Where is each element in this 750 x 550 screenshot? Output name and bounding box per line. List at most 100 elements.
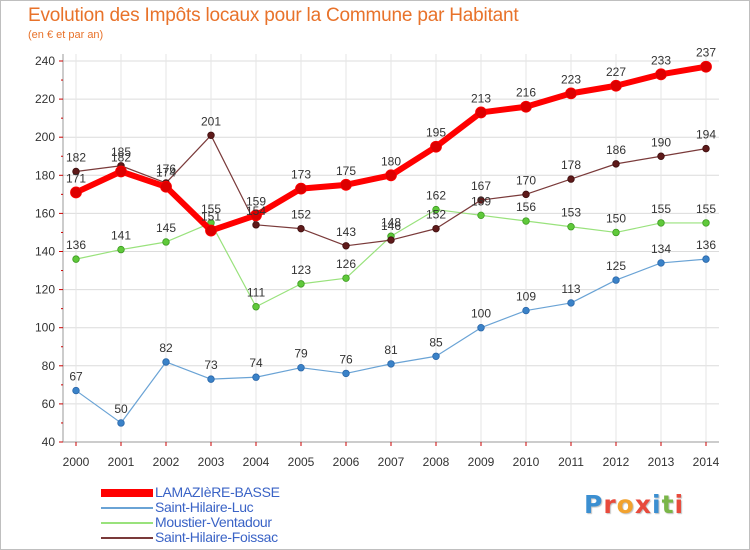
data-point — [610, 79, 622, 92]
data-label: 154 — [246, 204, 266, 218]
data-label: 171 — [66, 171, 86, 185]
data-point — [477, 211, 485, 220]
logo-letter: i — [652, 490, 662, 519]
legend-label: Moustier-Ventadour — [155, 514, 272, 530]
data-label: 159 — [246, 194, 266, 208]
data-point — [342, 242, 350, 250]
data-point — [342, 369, 350, 378]
data-point — [297, 224, 305, 233]
data-label: 185 — [111, 145, 131, 159]
data-point — [162, 238, 170, 246]
data-label: 100 — [471, 307, 491, 321]
data-point — [387, 360, 395, 368]
data-label: 148 — [381, 215, 401, 229]
data-point — [72, 386, 80, 395]
legend-label: Saint-Hilaire-Foissac — [155, 529, 278, 545]
data-point — [655, 68, 667, 81]
logo-letter: t — [661, 490, 675, 519]
data-label: 156 — [516, 200, 536, 214]
x-tick-label: 2005 — [288, 455, 315, 469]
data-point — [252, 221, 260, 229]
data-point — [72, 255, 80, 263]
data-label: 151 — [201, 210, 221, 224]
data-point — [252, 303, 260, 311]
data-labels-layer: 67 50 82 73 74 79 76 81 85 100 109 113 125 134 136 136 1… — [66, 46, 716, 416]
data-label: 79 — [294, 347, 308, 361]
data-point — [522, 190, 530, 199]
data-label: 195 — [426, 126, 446, 140]
data-label: 223 — [561, 72, 581, 86]
data-point — [340, 178, 352, 191]
data-point — [567, 175, 575, 183]
x-tick-label: 2011 — [558, 455, 584, 469]
legend-swatch — [101, 537, 153, 539]
data-point — [520, 100, 532, 113]
y-tick-label: 140 — [35, 245, 55, 259]
y-tick-label: 160 — [35, 206, 55, 220]
x-tick-label: 2003 — [198, 455, 225, 469]
data-label: 186 — [606, 143, 626, 157]
chart-title: Evolution des Impôts locaux pour la Comm… — [28, 5, 519, 26]
data-label: 173 — [291, 168, 311, 182]
data-point — [702, 255, 710, 263]
data-point — [567, 299, 575, 307]
data-point — [522, 217, 530, 225]
data-point — [567, 223, 575, 231]
legend-label: Saint-Hilaire-Luc — [155, 499, 254, 515]
data-label: 175 — [336, 164, 356, 178]
data-label: 111 — [247, 286, 266, 300]
logo-letter: i — [674, 490, 685, 519]
data-label: 174 — [156, 166, 176, 180]
data-label: 233 — [651, 53, 671, 67]
axes — [59, 54, 719, 446]
data-point — [250, 209, 262, 222]
data-label: 201 — [201, 114, 221, 128]
logo-letter: r — [603, 490, 617, 519]
chart-subtitle: (en € et par an) — [28, 29, 104, 41]
data-label: 134 — [651, 242, 671, 256]
data-label: 178 — [561, 158, 581, 172]
data-point — [430, 140, 442, 153]
data-point — [702, 219, 710, 227]
data-label: 176 — [156, 162, 176, 176]
series-layer — [70, 60, 712, 427]
data-label: 82 — [159, 341, 173, 355]
y-tick-label: 200 — [35, 130, 55, 144]
data-point — [612, 228, 620, 237]
grid-lines — [63, 54, 719, 442]
data-point — [432, 224, 440, 233]
x-tick-label: 2010 — [513, 455, 540, 469]
data-point — [387, 236, 395, 244]
data-label: 155 — [651, 202, 671, 216]
data-label: 76 — [339, 352, 353, 366]
data-label: 170 — [516, 173, 536, 187]
data-label: 213 — [471, 91, 491, 105]
data-point — [657, 259, 665, 267]
x-tick-label: 2012 — [603, 455, 630, 469]
data-point — [702, 144, 710, 153]
data-label: 162 — [426, 189, 446, 203]
data-point — [700, 60, 712, 73]
data-label: 216 — [516, 86, 536, 100]
proxiti-logo: Proxiti — [584, 490, 684, 519]
data-label: 153 — [561, 206, 581, 220]
data-point — [432, 205, 440, 214]
data-label: 81 — [384, 343, 398, 357]
y-tick-label: 220 — [35, 92, 55, 106]
data-point — [565, 87, 577, 100]
data-point — [657, 152, 665, 160]
data-label: 155 — [201, 202, 221, 216]
y-tick-label: 80 — [42, 359, 56, 373]
data-label: 136 — [696, 238, 716, 252]
y-tick-label: 180 — [35, 168, 55, 182]
data-point — [477, 196, 485, 204]
data-label: 125 — [606, 259, 626, 273]
data-label: 73 — [204, 358, 218, 372]
x-tick-label: 2004 — [243, 455, 270, 469]
x-tick-label: 2008 — [423, 455, 450, 469]
data-point — [207, 131, 215, 139]
data-point — [117, 245, 125, 254]
data-point — [162, 358, 170, 366]
